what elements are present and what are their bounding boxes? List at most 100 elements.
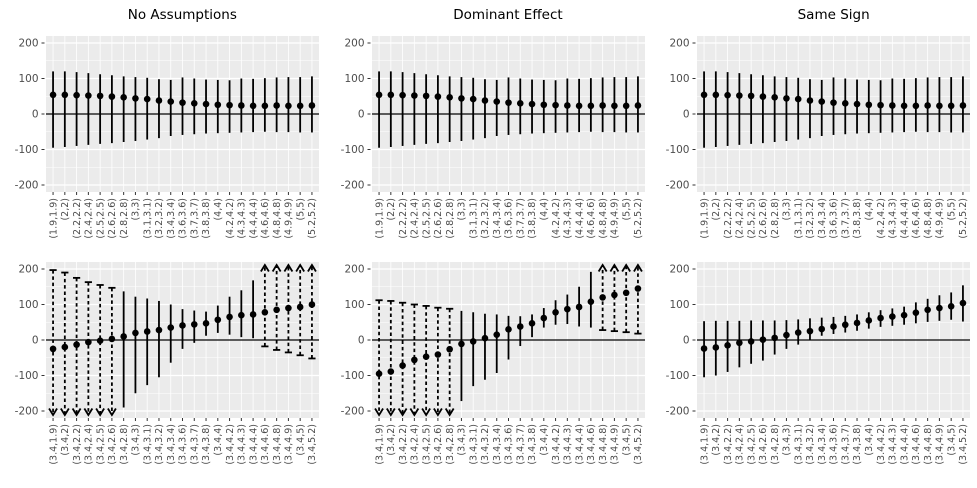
x-tick-label: (2,2) <box>711 198 722 221</box>
x-tick-label: (3.4,3.7) <box>189 424 200 465</box>
y-tick-label: -100 <box>15 370 39 382</box>
chart-top-1: (1.9,1.9) (2,2) (2.2,2.2) (2.4,2.4) (2.5,2.5… <box>340 36 645 239</box>
error-bar <box>587 78 594 132</box>
x-tick-label: (4.3,4.3) <box>888 198 899 239</box>
error-bar <box>528 79 535 134</box>
x-tick-label: (3.4,2.5) <box>747 424 758 465</box>
point-estimate <box>924 102 932 109</box>
point-estimate <box>622 102 630 110</box>
x-tick-label: (2.5,2.5) <box>95 198 106 239</box>
error-bar <box>132 77 139 141</box>
x-tick-label: (3.4,2) <box>711 424 722 456</box>
x-tick-label: (3.4,3.1) <box>794 424 805 465</box>
error-bar <box>736 73 743 145</box>
x-tick-label: (5,5) <box>295 198 306 221</box>
point-estimate <box>818 98 826 105</box>
y-tick-label: 0 <box>357 109 364 121</box>
error-bar <box>295 263 305 357</box>
error-bar <box>865 312 873 329</box>
x-tick-label: (2.5,2.5) <box>747 198 758 239</box>
y-tick-label: 0 <box>357 335 364 347</box>
error-bar <box>516 316 524 347</box>
x-tick-label: (4.4,4.4) <box>900 198 911 239</box>
x-tick-label: (1.9,1.9) <box>700 198 711 239</box>
x-tick-label: (3.4,4.8) <box>272 424 283 465</box>
point-estimate <box>387 368 394 375</box>
x-tick-label: (3.8,3.8) <box>853 198 864 239</box>
panel-bottom-middle: (3.4,1.9) (3.4,2) (3.4,2.2) (3.4,2.4) (3.4,2… <box>326 250 652 488</box>
error-bar <box>748 74 755 144</box>
x-tick-label: (3.4,3.6) <box>178 424 189 465</box>
facet-column-same-sign: Same Sign (1.9,1.9) (2,2) (2.2,2.2) (2.4,2.… <box>651 0 977 488</box>
error-bar <box>771 76 779 143</box>
point-estimate <box>959 299 967 307</box>
x-tick-label: (3.4,2.5) <box>421 424 432 465</box>
y-axis: 200 100 0 -100 -200 <box>666 38 696 192</box>
x-tick-label: (3.4,3.8) <box>201 424 212 465</box>
x-tick-label: (3.7,3.7) <box>841 198 852 239</box>
error-bar <box>748 320 755 364</box>
x-tick-label: (5.2,5.2) <box>958 198 969 239</box>
error-bar <box>469 312 477 387</box>
y-tick-label: -100 <box>340 370 364 382</box>
x-tick-label: (4.9,4.9) <box>935 198 946 239</box>
point-estimate <box>759 336 767 343</box>
point-estimate <box>249 102 257 110</box>
x-tick-label: (3.4,3.8) <box>853 424 864 465</box>
error-bar <box>457 310 465 402</box>
point-estimate <box>877 101 885 109</box>
point-estimate <box>712 91 720 99</box>
x-tick-label: (3.4,4.9) <box>935 424 946 465</box>
point-estimate <box>842 100 849 107</box>
point-estimate <box>387 91 394 99</box>
x-tick-label: (3.4,3.7) <box>515 424 526 465</box>
point-estimate <box>865 317 873 324</box>
chart-top-0: (1.9,1.9) (2,2) (2.2,2.2) (2.4,2.4) (2.5,2.5… <box>15 36 319 239</box>
point-estimate <box>724 342 732 349</box>
error-bar <box>877 80 885 133</box>
error-bar <box>575 286 583 327</box>
point-estimate <box>167 324 175 331</box>
y-tick-label: -100 <box>340 144 364 156</box>
point-estimate <box>398 362 406 369</box>
point-estimate <box>724 91 732 99</box>
error-bar <box>422 74 430 144</box>
x-tick-label: (3.4,4.3) <box>888 424 899 465</box>
error-bar <box>563 78 571 133</box>
error-bar <box>493 79 500 137</box>
x-tick-label: (4.8,4.8) <box>597 198 608 239</box>
x-tick-label: (3.4,3.8) <box>527 424 538 465</box>
x-tick-label: (3.4,3.4) <box>492 424 503 465</box>
x-tick-label: (3.4,3.6) <box>503 424 514 465</box>
point-estimate <box>912 102 920 110</box>
x-tick-label: (3.4,4.4) <box>900 424 911 465</box>
y-tick-label: -100 <box>666 370 690 382</box>
x-tick-label: (5,5) <box>621 198 632 221</box>
x-tick-label: (3.4,1.9) <box>700 424 711 465</box>
point-estimate <box>214 316 222 324</box>
x-tick-label: (3.4,2.2) <box>397 424 408 465</box>
x-tick-label: (2.4,2.4) <box>84 198 95 239</box>
y-tick-label: -200 <box>340 180 364 192</box>
x-tick-label: (3.4,1.9) <box>374 424 385 465</box>
point-estimate <box>806 97 814 104</box>
x-tick-label: (2.8,2.8) <box>119 198 130 239</box>
point-estimate <box>806 327 814 335</box>
error-bar <box>912 302 920 324</box>
error-bar <box>609 263 619 333</box>
error-bar <box>273 77 280 133</box>
error-bar <box>155 79 163 139</box>
x-tick-label: (3.4,5.2) <box>958 424 969 465</box>
facet-title: No Assumptions <box>127 7 237 23</box>
point-estimate <box>551 309 559 316</box>
point-estimate <box>795 95 802 103</box>
point-estimate <box>493 98 500 105</box>
point-estimate <box>375 91 383 99</box>
error-bar <box>214 305 222 333</box>
point-estimate <box>49 345 57 353</box>
y-tick-label: -200 <box>15 180 39 192</box>
point-estimate <box>261 102 269 110</box>
chart-top-2: (1.9,1.9) (2,2) (2.2,2.2) (2.4,2.4) (2.5,2.5… <box>666 36 971 239</box>
point-estimate <box>712 344 720 351</box>
error-bar <box>701 71 708 148</box>
